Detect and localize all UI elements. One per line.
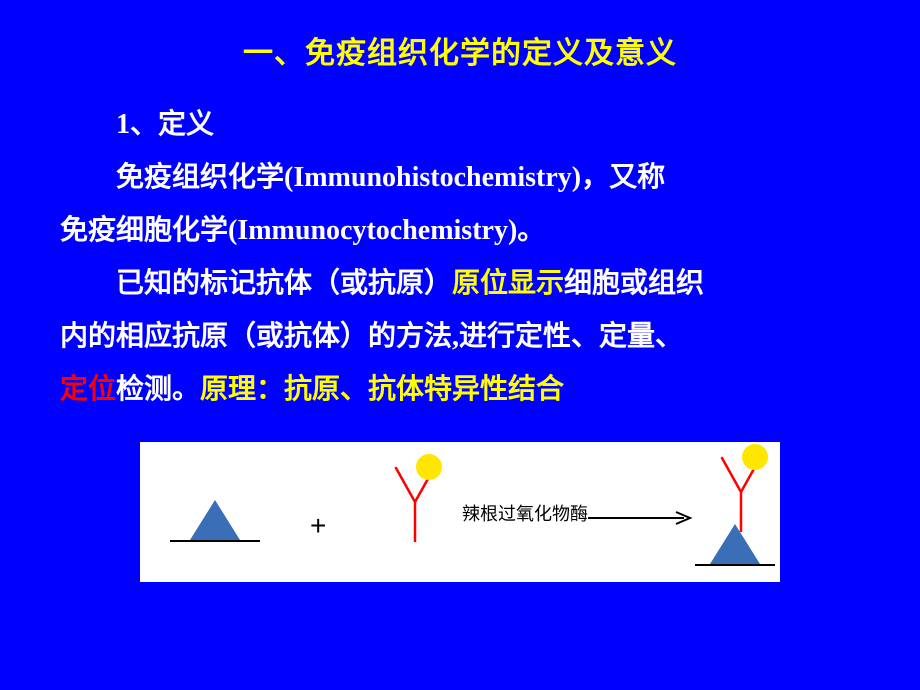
enzyme-dot-right (742, 444, 768, 470)
antigen-baseline-right (695, 564, 775, 566)
paragraph-2-line-2: 内的相应抗原（或抗体）的方法,进行定性、定量、 (60, 312, 860, 361)
text-yellow: 原位显示 (452, 268, 564, 299)
text-yellow: 原理：抗原、抗体特异性结合 (200, 374, 564, 405)
antigen-baseline-left (170, 540, 260, 542)
paragraph-1-line-2: 免疫细胞化学(Immunocytochemistry)。 (60, 206, 860, 255)
enzyme-dot-left (416, 454, 442, 480)
text-white: 已知的标记抗体（或抗原） (116, 268, 452, 299)
section-number: 1、定义 (60, 100, 860, 149)
body-text: 1、定义 免疫组织化学(Immunohistochemistry)，又称 免疫细… (60, 100, 860, 414)
text-white: 细胞或组织 (564, 268, 704, 299)
plus-icon: + (310, 510, 326, 542)
slide: 一、免疫组织化学的定义及意义 1、定义 免疫组织化学(Immunohistoch… (0, 0, 920, 690)
paragraph-2-line-3: 定位检测。原理：抗原、抗体特异性结合 (60, 365, 860, 414)
text-red: 定位 (60, 374, 116, 405)
reaction-diagram: + 辣根过氧化物酶 (140, 442, 780, 582)
paragraph-2-line-1: 已知的标记抗体（或抗原）原位显示细胞或组织 (60, 259, 860, 308)
diagram-container: + 辣根过氧化物酶 (60, 442, 860, 582)
antigen-triangle-left (190, 500, 240, 540)
paragraph-1-line-1: 免疫组织化学(Immunohistochemistry)，又称 (60, 153, 860, 202)
slide-title: 一、免疫组织化学的定义及意义 (60, 28, 860, 72)
enzyme-label: 辣根过氧化物酶 (462, 500, 588, 526)
arrow-icon (588, 510, 698, 531)
text-white: 检测。 (116, 374, 200, 405)
